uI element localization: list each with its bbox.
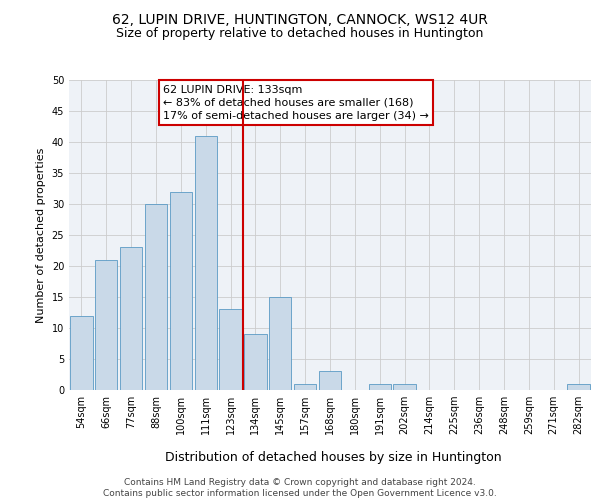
Bar (194, 136, 217, 390)
Bar (95, 260, 118, 390)
Text: 62, LUPIN DRIVE, HUNTINGTON, CANNOCK, WS12 4UR: 62, LUPIN DRIVE, HUNTINGTON, CANNOCK, WS… (112, 12, 488, 26)
Bar (269, 297, 292, 390)
Bar (368, 384, 391, 390)
Bar (319, 372, 341, 390)
Bar (70, 316, 92, 390)
Bar (170, 192, 192, 390)
Y-axis label: Number of detached properties: Number of detached properties (36, 148, 46, 322)
Bar (294, 384, 316, 390)
Text: Distribution of detached houses by size in Huntington: Distribution of detached houses by size … (164, 451, 502, 464)
Bar (145, 204, 167, 390)
Text: Size of property relative to detached houses in Huntington: Size of property relative to detached ho… (116, 28, 484, 40)
Text: Contains HM Land Registry data © Crown copyright and database right 2024.
Contai: Contains HM Land Registry data © Crown c… (103, 478, 497, 498)
Text: 62 LUPIN DRIVE: 133sqm
← 83% of detached houses are smaller (168)
17% of semi-de: 62 LUPIN DRIVE: 133sqm ← 83% of detached… (163, 84, 429, 121)
Bar (244, 334, 266, 390)
Bar (394, 384, 416, 390)
Bar (120, 248, 142, 390)
Bar (220, 310, 242, 390)
Bar (568, 384, 590, 390)
